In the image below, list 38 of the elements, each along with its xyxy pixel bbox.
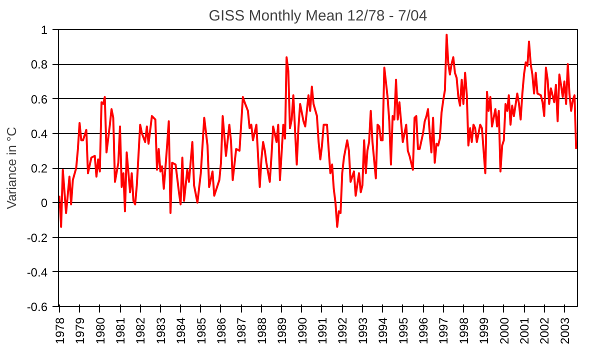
x-tick-label: 2000 (497, 317, 512, 344)
y-axis-title: Variance in °C (4, 126, 19, 210)
x-tick-label: 1993 (356, 317, 370, 344)
x-tick-label: 1992 (336, 317, 350, 344)
y-tick-label: 0.6 (30, 92, 48, 106)
x-tick-label: 1985 (194, 317, 208, 344)
y-tick-label: 1 (40, 23, 48, 37)
x-tick-label: 1983 (154, 317, 168, 344)
x-tick-label: 2003 (558, 317, 572, 344)
x-tick-label: 1979 (73, 317, 88, 344)
x-tick-label: 1989 (275, 317, 290, 344)
x-tick-label: 1986 (214, 317, 228, 344)
y-tick-label: 0.4 (30, 126, 48, 141)
y-tick-label: 0 (40, 196, 48, 210)
y-tick-label: -0.2 (26, 230, 48, 245)
chart-title: GISS Monthly Mean 12/78 - 7/04 (208, 8, 428, 24)
x-tick-label: 1999 (477, 317, 492, 344)
y-tick-label: 0.8 (30, 58, 48, 72)
x-tick-label: 1991 (315, 317, 330, 344)
y-tick-label: -0.6 (26, 300, 48, 314)
x-tick-label: 1996 (416, 317, 431, 344)
x-tick-label: 2001 (518, 317, 532, 344)
x-tick-label: 1988 (254, 317, 269, 344)
x-tick-label: 1995 (396, 317, 410, 344)
x-tick-label: 1990 (295, 317, 310, 344)
x-tick-label: 1997 (436, 317, 451, 344)
line-series (58, 34, 578, 228)
x-tick-label: 1994 (376, 317, 390, 344)
x-tick-label: 1982 (134, 317, 148, 344)
x-tick-label: 1978 (52, 317, 67, 344)
x-tick-label: 1998 (456, 317, 471, 344)
y-tick-label: 0.2 (30, 162, 48, 176)
x-tick-label: 1984 (174, 317, 188, 344)
x-tick-label: 2002 (538, 317, 552, 344)
x-tick-label: 1981 (114, 317, 128, 344)
y-tick-label: -0.4 (26, 265, 48, 280)
x-tick-label: 1980 (93, 317, 108, 344)
x-tick-label: 1987 (234, 317, 249, 344)
